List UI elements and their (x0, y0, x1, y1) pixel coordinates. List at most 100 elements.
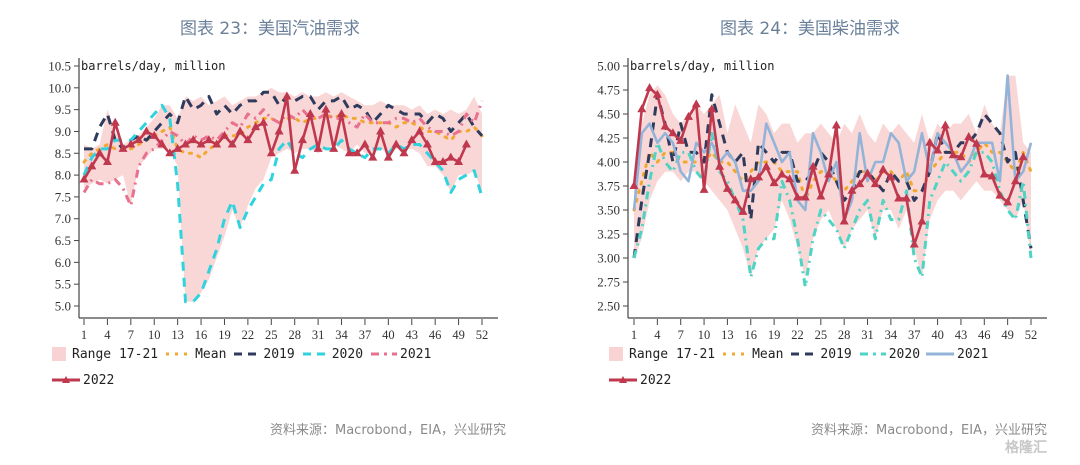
legend-label: 2021 (957, 346, 989, 362)
data-point-2022 (430, 157, 440, 165)
data-point-2022 (715, 161, 725, 170)
y-tick-label: 3.25 (597, 227, 620, 242)
legend-2022: 2022 (52, 373, 114, 388)
data-point-2022 (629, 181, 639, 189)
legend-label: 2019 (820, 346, 852, 362)
data-point-2022 (274, 126, 284, 135)
legend-label: Range 17-21 (72, 346, 159, 362)
legend-swatch-mean (723, 352, 748, 356)
data-point-2022 (863, 168, 873, 177)
data-point-2022 (754, 172, 764, 181)
data-point-2022 (415, 126, 425, 135)
data-point-2022 (141, 126, 151, 135)
chart-title-gasoline: 图表 23：美国汽油需求 (179, 19, 361, 39)
data-point-2022 (730, 195, 740, 204)
data-point-2022 (251, 122, 261, 131)
data-point-2022 (746, 174, 756, 183)
data-point-2022 (165, 148, 175, 157)
legend-swatch-2022 (609, 376, 637, 383)
data-point-2022 (383, 152, 393, 161)
legend-label: 2019 (263, 346, 295, 362)
x-tick-label: 46 (978, 328, 991, 342)
diesel-demand-chart: 5.00 4.75 4.50 4.25 4.00 3.75 3.50 3.25 3.00 2.75… (597, 58, 1047, 342)
data-point-2022 (391, 139, 401, 148)
series-line-2020 (632, 131, 1033, 289)
legend-swatch-2019 (234, 352, 261, 356)
y-tick-label: 3.75 (597, 179, 620, 194)
data-point-2022 (157, 139, 167, 148)
series-2019 (84, 90, 484, 151)
source-note-gasoline: 资料来源：Macrobond，EIA，兴业研究 (270, 423, 506, 438)
x-tick-label: 1 (631, 328, 637, 342)
data-point-2022 (808, 161, 818, 170)
data-point-2022 (298, 135, 308, 144)
data-point-2022 (761, 161, 771, 170)
data-point-2022 (738, 206, 748, 215)
data-point-2022 (676, 135, 686, 144)
series-line-2019 (84, 90, 484, 151)
gasoline-demand-chart: 10.5 10.0 9.5 9.0 8.5 8.0 7.5 7.0 6.5 6.0 5.5 5.0 1 4… (48, 58, 498, 342)
data-point-2022 (134, 135, 144, 144)
series-mean (82, 112, 484, 164)
y-tick-label: 5.00 (597, 59, 620, 74)
data-point-2022 (792, 192, 802, 201)
legend-label: Range 17-21 (629, 346, 716, 362)
x-tick-label: 40 (382, 328, 395, 342)
x-tick-label: 16 (745, 328, 758, 342)
watermark-logo: 格隆汇 (1005, 440, 1047, 456)
y-tick-label: 5.5 (55, 277, 71, 292)
x-tick-label: 52 (1025, 328, 1038, 342)
data-point-2022 (329, 143, 339, 152)
data-point-2022 (407, 135, 417, 144)
data-point-2022 (337, 109, 347, 117)
data-point-2022 (878, 164, 888, 173)
data-point-2022 (399, 148, 409, 157)
data-point-2022 (683, 111, 693, 120)
y-tick-label: 4.25 (597, 131, 620, 146)
x-tick-label: 34 (885, 328, 898, 342)
x-tick-label: 28 (288, 328, 301, 342)
x-tick-label: 34 (335, 328, 348, 342)
x-tick-label: 19 (218, 328, 231, 342)
legend-swatch-range (52, 347, 66, 361)
y-tick-label: 6.0 (55, 255, 71, 270)
data-point-2022 (637, 104, 647, 113)
data-point-2022 (948, 150, 958, 159)
legend-label: Mean (195, 346, 227, 362)
x-tick-label: 25 (265, 328, 278, 342)
data-point-2022 (227, 139, 237, 148)
data-point-2022 (785, 174, 795, 183)
data-point-2022 (987, 171, 997, 180)
data-point-2022 (995, 190, 1005, 199)
data-point-2022 (800, 192, 810, 201)
data-point-2022 (422, 139, 432, 148)
data-point-2022 (102, 157, 112, 165)
x-tick-label: 28 (838, 328, 851, 342)
data-point-2022 (305, 109, 315, 117)
data-point-2022 (188, 135, 198, 144)
x-tick-label: 7 (128, 328, 134, 342)
data-point-2022 (870, 179, 880, 188)
data-point-2022 (886, 172, 896, 181)
data-point-2022 (933, 145, 943, 154)
y-tick-label: 10.0 (48, 80, 71, 95)
legend-swatch-mean (166, 352, 191, 356)
gasoline-legend: Range 17-21 Mean 2019 2020 2021 2022 (52, 341, 437, 393)
x-tick-label: 37 (359, 328, 372, 342)
data-point-2022 (645, 83, 655, 92)
legend-label: Mean (752, 346, 784, 362)
legend-swatch-range (609, 347, 623, 361)
data-point-2022 (352, 148, 362, 157)
x-tick-label: 40 (931, 328, 944, 342)
data-point-2022 (344, 148, 354, 157)
legend-range: Range 17-21 (52, 347, 158, 362)
data-point-2022 (909, 239, 919, 248)
legend-2021: 2021 (369, 347, 431, 362)
data-point-2022 (691, 99, 701, 108)
data-point-2022 (204, 135, 214, 144)
x-tick-label: 52 (476, 328, 489, 342)
chart-title-diesel: 图表 24：美国柴油需求 (719, 19, 901, 39)
series-2022 (79, 91, 471, 183)
x-tick-label: 43 (955, 328, 968, 342)
series-2022 (629, 83, 1028, 248)
